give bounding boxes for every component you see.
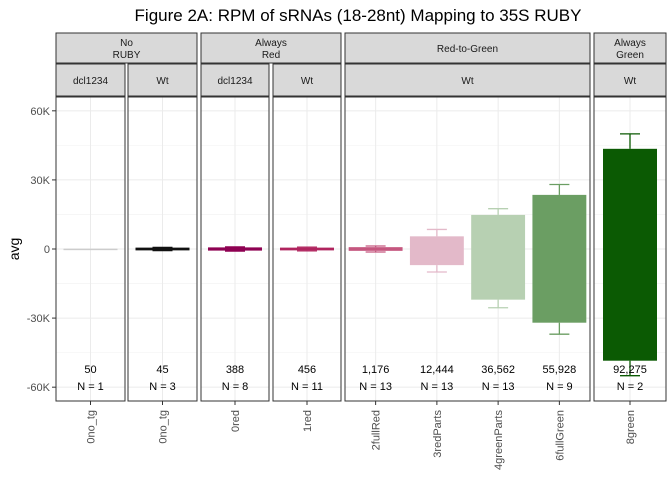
y-tick-label: 0	[44, 244, 50, 256]
data-label-total: 12,444	[420, 364, 454, 376]
bar-2fullRed	[348, 247, 403, 251]
x-tick-label: 0no_tg	[158, 410, 170, 444]
subpanel-strip-label: Wt	[156, 76, 168, 87]
facet-strip-3	[593, 32, 667, 64]
subpanel-strip-1	[127, 63, 198, 97]
bar-8green	[603, 148, 657, 361]
data-label-n: N = 3	[149, 381, 176, 393]
subpanel-strip-0	[55, 63, 126, 97]
data-label-total: 50	[84, 364, 96, 376]
panel-4: 1,176 N = 13 12,444 N = 13 36,562 N = 13 55,92…	[344, 96, 591, 402]
panel-0: 50 N = 1	[55, 96, 126, 402]
bar-1red	[280, 247, 334, 251]
bar-0red	[208, 247, 262, 251]
x-tick-label: 2fullRed	[371, 410, 383, 450]
data-label-n: N = 13	[482, 381, 515, 393]
subpanel-strip-label: Wt	[461, 76, 473, 87]
panel-3: 456 N = 11	[272, 96, 342, 402]
facet-strip-0	[55, 32, 198, 64]
facet-strip-label: Always Red	[255, 38, 287, 61]
subpanel-strip-label: Wt	[301, 76, 313, 87]
x-tick-label: 1red	[302, 410, 314, 432]
y-tick-label: -60K	[27, 382, 51, 394]
data-label-total: 92,275	[613, 364, 647, 376]
panel-5: 92,275 N = 2	[593, 96, 667, 402]
data-label-total: 36,562	[481, 364, 515, 376]
subpanel-strip-5	[593, 63, 667, 97]
panel-2: 388 N = 8	[200, 96, 270, 402]
bar-0no_tg	[63, 248, 118, 251]
x-tick-label: 6fullGreen	[554, 410, 566, 461]
subpanel-strip-label: Wt	[624, 76, 636, 87]
facet-strip-1	[200, 32, 342, 64]
data-label-n: N = 2	[617, 381, 644, 393]
subpanel-strip-label: dcl1234	[217, 76, 252, 87]
facet-strip-label: No RUBY	[113, 38, 141, 61]
bar-6fullGreen	[532, 194, 587, 323]
y-axis-label: avg	[6, 238, 22, 261]
data-label-n: N = 11	[291, 381, 323, 393]
subpanel-strip-4	[344, 63, 591, 97]
data-label-n: N = 1	[77, 381, 104, 393]
y-tick-label: 60K	[30, 106, 50, 118]
y-tick-label: 30K	[30, 175, 50, 187]
facet-strip-2	[344, 32, 591, 64]
subpanel-strip-3	[272, 63, 342, 97]
chart-title: Figure 2A: RPM of sRNAs (18-28nt) Mappin…	[135, 6, 582, 25]
data-label-total: 55,928	[543, 364, 577, 376]
bar-0no_tg	[135, 247, 190, 251]
facet-strip-label: Always Green	[614, 38, 646, 61]
data-label-n: N = 9	[546, 381, 573, 393]
subpanel-strip-2	[200, 63, 270, 97]
data-label-total: 45	[156, 364, 168, 376]
x-tick-label: 0no_tg	[86, 410, 98, 444]
data-label-n: N = 13	[421, 381, 454, 393]
bar-3redParts	[409, 236, 464, 266]
data-label-total: 1,176	[362, 364, 390, 376]
data-label-total: 456	[298, 364, 316, 376]
data-label-n: N = 8	[222, 381, 249, 393]
x-tick-label: 3redParts	[432, 410, 444, 458]
x-tick-label: 8green	[625, 410, 637, 444]
bar-4greenParts	[471, 214, 526, 300]
data-label-n: N = 13	[359, 381, 392, 393]
panel-1: 45 N = 3	[127, 96, 198, 402]
panel-border	[344, 96, 591, 402]
data-label-total: 388	[226, 364, 244, 376]
x-tick-label: 0red	[230, 410, 242, 432]
facet-strip-label: Red-to-Green	[437, 44, 498, 55]
y-tick-label: -30K	[27, 313, 51, 325]
subpanel-strip-label: dcl1234	[73, 76, 108, 87]
x-tick-label: 4greenParts	[493, 410, 505, 470]
